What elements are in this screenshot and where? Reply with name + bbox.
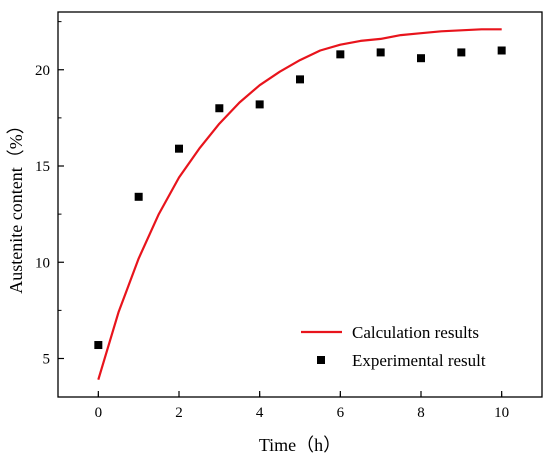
experimental-point — [376, 48, 385, 57]
calculation-results-line — [97, 28, 502, 381]
y-tick-label: 5 — [43, 352, 51, 368]
x-tick-label: 2 — [175, 405, 183, 421]
x-tick-label: 6 — [337, 405, 345, 421]
experimental-point — [417, 54, 425, 63]
experimental-point — [94, 341, 103, 350]
legend: Calculation results Experimental result — [301, 323, 486, 370]
legend-label-calculation: Calculation results — [352, 323, 479, 342]
series-layer — [94, 28, 506, 381]
plot-frame — [57, 11, 543, 398]
experimental-point — [457, 48, 466, 57]
experimental-point — [497, 46, 506, 55]
x-tick-label: 8 — [417, 405, 425, 421]
y-tick-label: 20 — [35, 63, 50, 79]
experimental-point — [175, 144, 183, 153]
legend-marker-swatch — [317, 356, 325, 364]
y-axis-title: Austenite content（%） — [6, 116, 26, 293]
x-axis-title: Time（h） — [259, 435, 341, 455]
experimental-point — [134, 192, 143, 201]
x-tick-label: 10 — [494, 405, 509, 421]
y-tick-label: 10 — [35, 255, 50, 271]
y-tick-label: 15 — [35, 159, 50, 175]
x-tick-label: 4 — [256, 405, 264, 421]
experimental-point — [336, 50, 345, 59]
legend-label-experimental: Experimental result — [352, 351, 486, 370]
experimental-point — [255, 100, 264, 109]
x-tick-label: 0 — [95, 405, 103, 421]
experimental-point — [215, 104, 224, 113]
axis-ticks: 0 2 4 6 8 10 5 10 15 20 — [35, 21, 509, 421]
experimental-point — [296, 75, 304, 84]
